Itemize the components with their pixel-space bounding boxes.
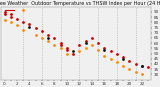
Point [103, 48, 106, 49]
Point [122, 58, 124, 59]
Point [59, 42, 62, 44]
Point [141, 65, 143, 67]
Point [84, 40, 87, 42]
Point [134, 63, 137, 65]
Point [53, 37, 56, 39]
Point [109, 58, 112, 59]
Point [9, 22, 12, 23]
Point [3, 13, 6, 15]
Point [116, 61, 118, 63]
Point [128, 68, 131, 70]
Point [9, 16, 12, 18]
Point [3, 11, 6, 13]
Point [141, 74, 143, 75]
Point [22, 29, 24, 30]
Point [91, 37, 93, 39]
Point [47, 34, 49, 35]
Point [84, 48, 87, 49]
Point [78, 45, 81, 46]
Point [3, 20, 6, 21]
Point [141, 65, 143, 67]
Point [134, 72, 137, 73]
Point [103, 50, 106, 51]
Point [66, 48, 68, 49]
Point [66, 50, 68, 51]
Title: Milwaukee Weather  Outdoor Temperature vs THSW Index per Hour (24 Hours): Milwaukee Weather Outdoor Temperature vs… [0, 1, 160, 6]
Point [103, 55, 106, 56]
Point [78, 51, 81, 52]
Point [47, 37, 49, 39]
Point [72, 53, 75, 54]
Point [122, 65, 124, 67]
Point [22, 9, 24, 11]
Point [91, 45, 93, 46]
Point [116, 53, 118, 54]
Point [34, 27, 37, 28]
Point [22, 22, 24, 23]
Point [28, 26, 31, 27]
Point [28, 24, 31, 25]
Point [16, 19, 18, 20]
Point [109, 51, 112, 52]
Point [41, 37, 43, 39]
Point [72, 51, 75, 52]
Point [34, 34, 37, 35]
Point [97, 50, 100, 51]
Point [128, 60, 131, 62]
Point [47, 40, 49, 42]
Point [59, 48, 62, 49]
Point [41, 30, 43, 31]
Point [59, 45, 62, 46]
Point [84, 42, 87, 44]
Point [66, 53, 68, 54]
Point [16, 25, 18, 26]
Point [147, 66, 149, 68]
Point [53, 45, 56, 46]
Point [97, 42, 100, 44]
Point [122, 56, 124, 57]
Point [9, 13, 12, 15]
